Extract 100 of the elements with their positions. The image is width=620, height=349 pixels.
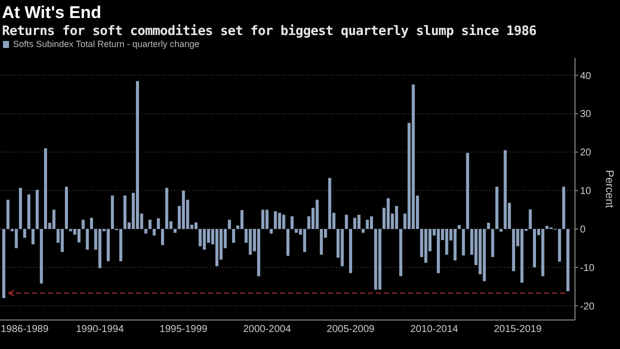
bar [202,228,206,250]
bar [156,218,160,229]
bar [458,225,461,229]
bar [69,228,72,232]
bar [23,228,26,238]
bar [274,211,277,229]
x-tick-label: 2010-2014 [410,324,459,335]
bar [278,212,282,229]
bar [562,186,566,229]
bar [491,228,494,257]
bar [152,228,156,236]
chart-subtitle: Returns for soft commodities set for biggest quarterly slump since 1986 [2,24,537,39]
bar [18,188,22,229]
bar [290,216,294,229]
bar [366,220,369,229]
y-tick-label: 30 [580,109,592,120]
bar [566,228,570,292]
y-tick-label: 20 [580,148,592,159]
bar [320,228,323,255]
bar [148,220,152,229]
bar [482,228,486,282]
bar [194,222,198,229]
bar [386,198,390,229]
bar [174,228,177,233]
bar [466,152,470,229]
bar [119,228,122,262]
bar [340,228,344,266]
x-tick-label: 2005-2009 [326,324,375,335]
bar [215,228,218,266]
x-tick-label: 2015-2019 [494,324,542,335]
bar [344,214,348,229]
y-tick-label: -20 [580,301,595,312]
bar [282,214,286,229]
bar [40,228,43,284]
bar [374,228,378,290]
bar [261,210,264,229]
y-tick-label: 0 [580,224,586,236]
bar [303,228,306,252]
bar [77,228,80,242]
bar [2,228,6,298]
bar [436,228,440,274]
bar [110,196,114,229]
bar [182,190,185,229]
bar [123,196,126,229]
bar [520,228,524,283]
bar [353,218,356,229]
bar [362,228,365,233]
bar [500,228,503,232]
bar [198,228,202,246]
bar [316,200,319,229]
bar [349,228,352,274]
bar [504,150,507,229]
legend-label: Softs Subindex Total Return - quarterly change [13,39,200,49]
bar [512,228,516,272]
bar [165,188,168,229]
bar [44,148,48,229]
bar [6,200,10,229]
bar [454,228,457,260]
bar [14,228,18,248]
x-tick-label: 1995-1999 [160,324,208,335]
bar [328,178,332,229]
bar [286,228,290,256]
bar [546,226,549,229]
bar [532,228,536,268]
bar [90,218,94,229]
bar [528,209,532,229]
bar [558,228,562,262]
bar [27,194,30,229]
bar [495,186,498,229]
bar [64,186,68,229]
bar [266,210,269,229]
bar [240,210,244,229]
bar [357,214,360,229]
y-tick-label: 10 [580,186,592,198]
bar [106,228,110,262]
bar [370,216,373,229]
x-tick-label: 1990-1994 [76,324,124,335]
bar [248,228,252,255]
bar [462,228,465,256]
bar [52,210,56,229]
chart-title: At Wit's End [2,3,102,22]
bar [98,228,102,268]
bar [136,81,139,229]
bar [36,190,39,229]
bar [445,228,448,255]
bar [32,228,35,244]
bar [424,228,428,263]
bar [228,220,231,229]
bar [86,228,89,250]
y-tick-label: -10 [580,262,595,274]
bar [161,228,164,246]
x-tick-label: 2000-2004 [243,324,292,335]
bar [486,222,490,229]
bar [378,228,382,290]
bar [60,228,64,252]
bar [270,228,273,234]
bar [395,206,398,229]
y-axis-title: Percent [603,170,615,208]
bar [232,228,236,243]
bar [257,228,260,276]
